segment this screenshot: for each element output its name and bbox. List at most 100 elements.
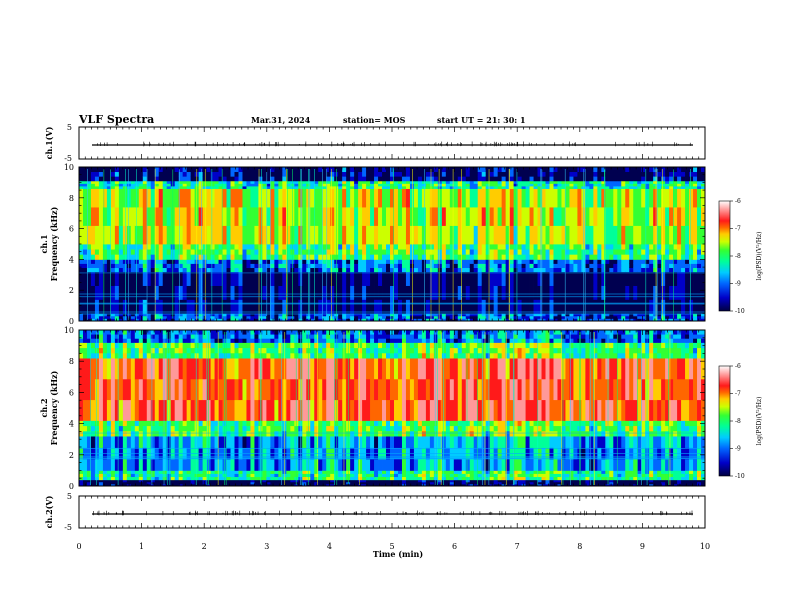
spectrogram-cell bbox=[126, 263, 132, 269]
spectrogram-cell bbox=[593, 254, 598, 260]
spectrogram-cell bbox=[673, 188, 678, 208]
spectrogram-cell bbox=[262, 225, 267, 245]
spectrogram-cell bbox=[569, 254, 574, 260]
spectrogram-cell bbox=[617, 254, 622, 260]
spectrogram-cell bbox=[246, 476, 251, 481]
spectrogram-cell bbox=[669, 207, 674, 226]
spectrogram-cell bbox=[489, 315, 495, 319]
spectrogram-cell bbox=[79, 481, 84, 485]
spectrogram-cell bbox=[509, 299, 515, 314]
spectrogram-cell bbox=[382, 207, 387, 226]
spectrogram-cell bbox=[122, 188, 128, 208]
spectrogram-cell bbox=[485, 285, 491, 300]
spectrogram-cell bbox=[282, 180, 287, 184]
spectrogram-cell bbox=[310, 299, 315, 314]
spectrogram-cell bbox=[138, 271, 144, 286]
spectrogram-cell bbox=[138, 458, 144, 471]
spectrogram-cell bbox=[649, 315, 654, 319]
spectrogram-cell bbox=[485, 225, 491, 245]
spectrogram-cell bbox=[82, 430, 88, 437]
spectrogram-cell bbox=[314, 313, 319, 317]
spectrogram-cell bbox=[166, 481, 172, 485]
spectrogram-cell bbox=[246, 334, 251, 339]
spectrogram-cell bbox=[114, 425, 120, 432]
spectrogram-cell bbox=[270, 378, 275, 401]
spectrogram-cell bbox=[573, 249, 578, 255]
spectrogram-cell bbox=[485, 259, 491, 264]
spectrogram-cell bbox=[162, 180, 168, 184]
spectrogram-cell bbox=[222, 263, 227, 269]
spectrogram-cell bbox=[90, 254, 96, 260]
spectrogram-cell bbox=[250, 479, 255, 483]
spectrogram-cell bbox=[122, 259, 128, 264]
spectrogram-cell bbox=[126, 479, 132, 483]
spectrogram-cell bbox=[485, 176, 491, 182]
spectrogram-cell bbox=[390, 185, 395, 189]
spectrogram-cell bbox=[441, 271, 447, 286]
spectrogram-cell bbox=[601, 299, 606, 314]
spectrogram-cell bbox=[82, 249, 88, 255]
spectrogram-cell bbox=[569, 167, 574, 173]
spectrogram-cell bbox=[701, 254, 706, 260]
spectrogram-cell bbox=[182, 315, 188, 319]
spectrogram-cell bbox=[553, 183, 558, 187]
spectrogram-cell bbox=[573, 318, 578, 322]
spectrogram-cell bbox=[358, 313, 363, 317]
spectrogram-cell bbox=[190, 263, 196, 269]
spectrogram-cell bbox=[350, 188, 355, 208]
spectrogram-cell bbox=[621, 188, 626, 208]
spectrogram-cell bbox=[649, 285, 654, 300]
spectrogram-cell bbox=[142, 271, 148, 286]
spectrogram-cell bbox=[218, 299, 223, 314]
spectrogram-cell bbox=[182, 420, 188, 427]
spectrogram-cell bbox=[633, 167, 638, 173]
spectrogram-cell bbox=[625, 180, 630, 184]
spectrogram-cell bbox=[645, 271, 650, 286]
spectrogram-cell bbox=[517, 299, 522, 314]
spectrogram-cell bbox=[689, 313, 694, 317]
spectrogram-cell bbox=[310, 180, 315, 184]
spectrogram-cell bbox=[561, 315, 566, 319]
spectrogram-cell bbox=[302, 267, 307, 273]
spectrogram-cell bbox=[234, 470, 239, 474]
spectrogram-cell bbox=[106, 313, 112, 317]
spectrogram-cell bbox=[154, 263, 160, 269]
spectrogram-cell bbox=[182, 338, 188, 343]
spectrogram-cell bbox=[573, 267, 578, 273]
spectrogram-cell bbox=[82, 180, 88, 184]
spectrogram-cell bbox=[114, 249, 120, 255]
spectrogram-cell bbox=[657, 313, 662, 317]
spectrogram-cell bbox=[178, 249, 184, 255]
spectrogram-cell bbox=[202, 299, 207, 314]
spectrogram-cell bbox=[366, 188, 371, 208]
spectrogram-cell bbox=[485, 299, 491, 314]
spectrogram-cell bbox=[138, 358, 144, 380]
spectrogram-cell bbox=[673, 271, 678, 286]
spectrogram-cell bbox=[266, 315, 271, 319]
spectrogram-cell bbox=[517, 171, 522, 177]
spectrogram-cell bbox=[609, 183, 614, 187]
spectrogram-cell bbox=[645, 315, 650, 319]
spectrogram-cell bbox=[405, 225, 411, 245]
spectrogram-cell bbox=[597, 315, 602, 319]
spectrogram-cell bbox=[390, 225, 395, 245]
spectrogram-cell bbox=[142, 244, 148, 250]
spectrogram-cell bbox=[122, 334, 128, 339]
spectrogram-cell bbox=[330, 176, 335, 182]
spectrogram-cell bbox=[677, 285, 682, 300]
spectrogram-cell bbox=[126, 358, 132, 380]
spectrogram-cell bbox=[258, 263, 263, 269]
spectrogram-cell bbox=[230, 267, 235, 273]
spectrogram-cell bbox=[274, 473, 279, 478]
spectrogram-cell bbox=[445, 267, 451, 273]
spectrogram-cell bbox=[477, 259, 483, 264]
spectrogram-cell bbox=[286, 183, 291, 187]
spectrogram-cell bbox=[390, 313, 395, 317]
spectrogram-cell bbox=[669, 171, 674, 177]
spectrogram-cell bbox=[322, 244, 327, 250]
spectrogram-cell bbox=[190, 176, 196, 182]
spectrogram-cell bbox=[481, 207, 487, 226]
spectrogram-cell bbox=[98, 420, 104, 427]
spectrogram-cell bbox=[86, 285, 92, 300]
spectrogram-cell bbox=[274, 249, 279, 255]
